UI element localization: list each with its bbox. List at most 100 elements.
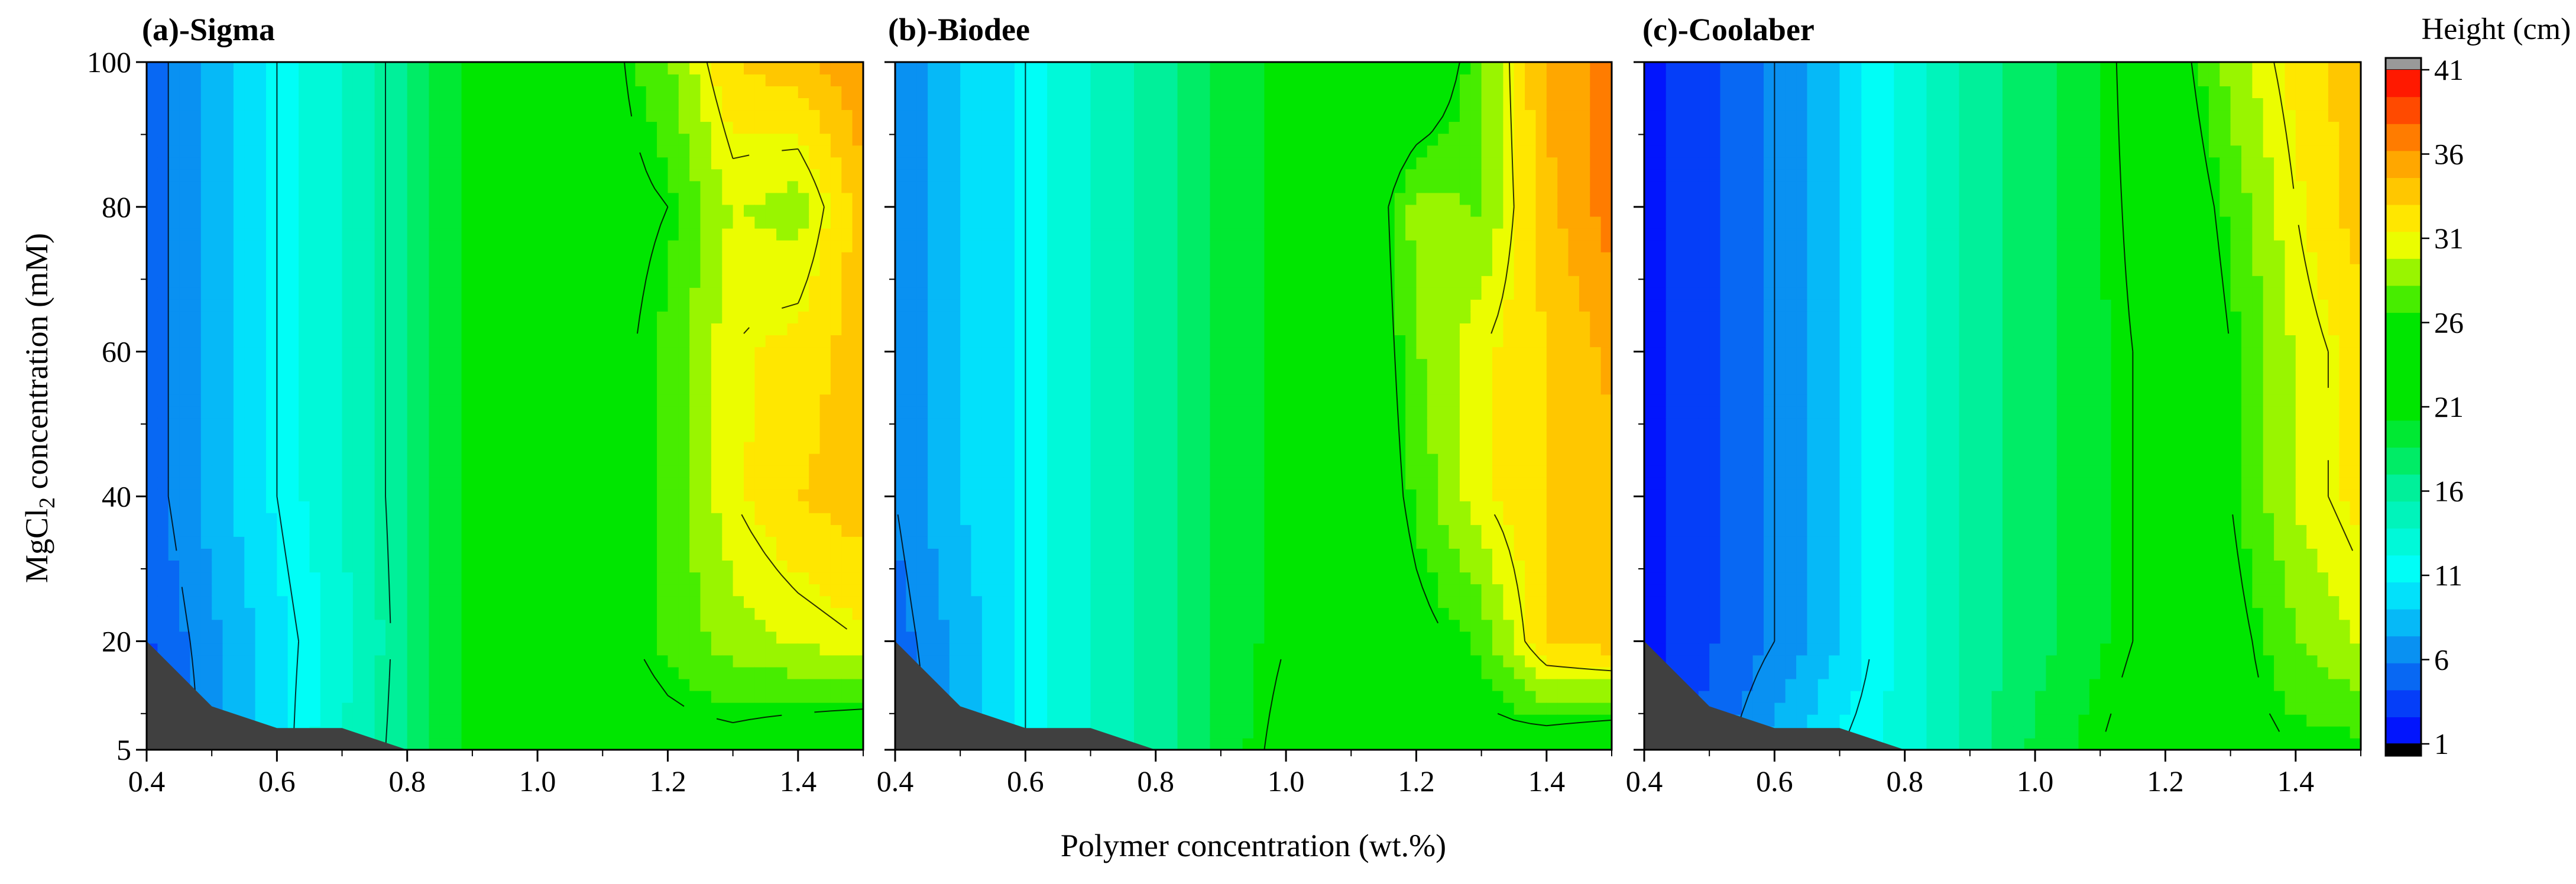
heatmap-cell: [309, 500, 321, 513]
heatmap-cell: [711, 619, 723, 632]
heatmap-cell: [971, 548, 983, 561]
heatmap-cell: [472, 572, 484, 585]
heatmap-cell: [581, 275, 592, 288]
heatmap-cell: [841, 228, 853, 241]
heatmap-cell: [266, 429, 278, 442]
heatmap-cell: [331, 406, 343, 419]
heatmap-cell: [1036, 607, 1048, 620]
heatmap-cell: [461, 239, 473, 252]
heatmap-cell: [938, 109, 950, 122]
heatmap-cell: [364, 678, 375, 691]
heatmap-cell: [668, 109, 679, 122]
heatmap-cell: [331, 417, 343, 430]
heatmap-cell: [331, 560, 343, 573]
heatmap-cell: [244, 62, 256, 75]
heatmap-cell: [1015, 690, 1026, 703]
heatmap-cell: [526, 690, 538, 703]
heatmap-cell: [657, 702, 669, 715]
heatmap-cell: [526, 678, 538, 691]
heatmap-cell: [407, 513, 419, 525]
heatmap-cell: [168, 335, 180, 348]
heatmap-cell: [179, 169, 191, 182]
heatmap-cell: [200, 417, 212, 430]
heatmap-cell: [483, 524, 495, 537]
heatmap-cell: [1015, 666, 1026, 679]
heatmap-cell: [244, 311, 256, 323]
heatmap-cell: [537, 382, 549, 395]
heatmap-cell: [744, 678, 756, 691]
heatmap-cell: [212, 180, 223, 193]
heatmap-cell: [624, 239, 636, 252]
heatmap-cell: [852, 477, 863, 490]
heatmap-cell: [461, 251, 473, 264]
heatmap-cell: [451, 192, 462, 205]
heatmap-cell: [396, 488, 408, 501]
heatmap-cell: [602, 500, 614, 513]
heatmap-cell: [255, 394, 267, 407]
heatmap-cell: [570, 109, 582, 122]
heatmap-cell: [993, 429, 1005, 442]
heatmap-cell: [277, 690, 289, 703]
heatmap-cell: [255, 477, 267, 490]
heatmap-cell: [1068, 465, 1080, 478]
heatmap-cell: [1025, 513, 1037, 525]
heatmap-cell: [483, 453, 495, 466]
heatmap-cell: [689, 737, 701, 750]
heatmap-cell: [971, 145, 983, 158]
heatmap-cell: [1080, 548, 1091, 561]
heatmap-cell: [689, 335, 701, 348]
heatmap-cell: [700, 98, 712, 111]
heatmap-cell: [635, 584, 647, 597]
heatmap-cell: [906, 595, 918, 608]
heatmap-cell: [147, 275, 158, 288]
heatmap-cell: [548, 311, 560, 323]
heatmap-cell: [179, 382, 191, 395]
heatmap-cell: [385, 690, 397, 703]
heatmap-cell: [819, 513, 831, 525]
heatmap-cell: [852, 488, 863, 501]
heatmap-cell: [451, 98, 462, 111]
heatmap-cell: [624, 157, 636, 170]
heatmap-cell: [657, 488, 669, 501]
heatmap-cell: [657, 228, 669, 241]
heatmap-cell: [809, 643, 821, 656]
heatmap-cell: [526, 192, 538, 205]
heatmap-cell: [396, 347, 408, 360]
heatmap-cell: [733, 714, 744, 727]
heatmap-cell: [993, 216, 1005, 229]
heatmap-cell: [678, 584, 690, 597]
heatmap-cell: [461, 513, 473, 525]
heatmap-cell: [613, 169, 625, 182]
heatmap-cell: [981, 666, 994, 679]
heatmap-cell: [179, 133, 191, 146]
heatmap-cell: [624, 584, 636, 597]
heatmap-cell: [374, 690, 386, 703]
heatmap-cell: [526, 737, 538, 750]
heatmap-cell: [505, 299, 517, 312]
heatmap-cell: [1003, 145, 1015, 158]
heatmap-cell: [157, 133, 169, 146]
heatmap-cell: [570, 74, 582, 86]
heatmap-cell: [668, 453, 679, 466]
heatmap-cell: [255, 429, 267, 442]
heatmap-cell: [396, 98, 408, 111]
heatmap-cell: [299, 655, 310, 668]
heatmap-cell: [526, 441, 538, 454]
heatmap-cell: [179, 560, 191, 573]
heatmap-cell: [928, 584, 939, 597]
heatmap-cell: [830, 477, 843, 490]
heatmap-cell: [819, 429, 831, 442]
heatmap-cell: [711, 74, 723, 86]
heatmap-cell: [439, 655, 451, 668]
heatmap-cell: [787, 441, 799, 454]
heatmap-cell: [1015, 524, 1026, 537]
heatmap-cell: [1058, 714, 1070, 727]
heatmap-cell: [624, 358, 636, 371]
heatmap-cell: [711, 465, 723, 478]
heatmap-cell: [960, 394, 972, 407]
heatmap-cell: [591, 204, 604, 217]
heatmap-cell: [624, 690, 636, 703]
heatmap-cell: [451, 394, 462, 407]
heatmap-cell: [461, 607, 473, 620]
heatmap-cell: [960, 548, 972, 561]
